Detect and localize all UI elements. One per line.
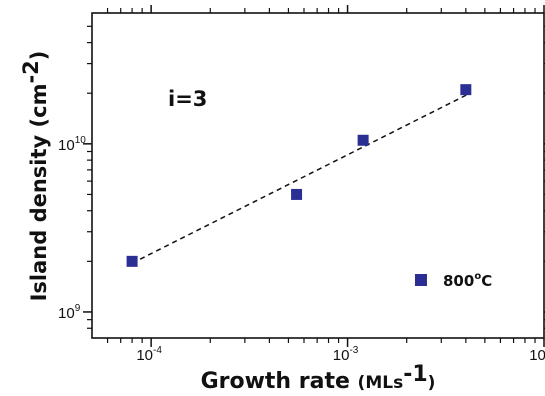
legend-label: 800oC xyxy=(443,271,492,290)
x-axis-title: Growth rate (MLs-1) xyxy=(201,362,436,394)
data-points xyxy=(126,84,472,267)
x-tick-exp: -4 xyxy=(153,345,162,356)
x-tick-label: 10-3 xyxy=(333,345,359,364)
y-tick-exp: 10 xyxy=(75,135,87,146)
major-ticks xyxy=(83,5,545,347)
y-axis-title: Island density (cm-2) xyxy=(19,51,51,302)
minor-ticks xyxy=(87,8,545,343)
y-tick-exp: 9 xyxy=(75,303,81,314)
x-tick-base: 10 xyxy=(333,347,350,364)
x-tick-label: 10-4 xyxy=(136,345,162,364)
y-tick-label: 109 xyxy=(58,303,81,322)
data-point xyxy=(460,84,472,96)
plot-frame xyxy=(91,12,545,339)
tick-labels: 10-410-310-21091010 xyxy=(58,135,545,364)
x-tick-exp: -3 xyxy=(349,345,358,356)
y-tick-base: 10 xyxy=(58,137,75,154)
data-point xyxy=(291,188,303,200)
data-point xyxy=(126,255,138,267)
data-point xyxy=(357,134,369,146)
legend-marker xyxy=(415,274,427,286)
x-tick-base: 10 xyxy=(529,347,545,364)
x-tick-label: 10-2 xyxy=(529,345,545,364)
y-tick-base: 10 xyxy=(58,305,75,322)
x-tick-base: 10 xyxy=(136,347,153,364)
annotation-i3: i=3 xyxy=(168,87,207,111)
fit-line xyxy=(131,92,471,264)
y-tick-label: 1010 xyxy=(58,135,86,154)
